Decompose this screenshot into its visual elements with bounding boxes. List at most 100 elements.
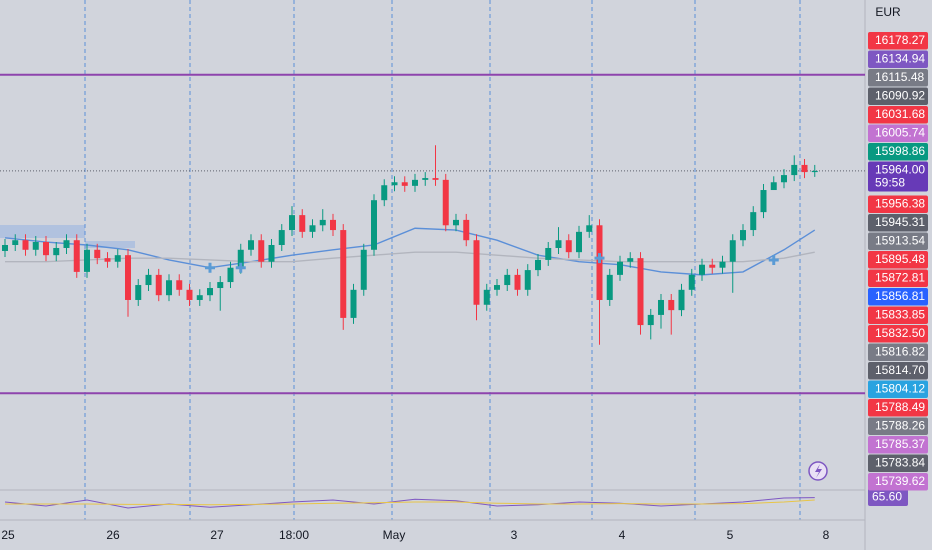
moving-average — [5, 251, 815, 263]
candle-body — [811, 170, 818, 173]
candle-body — [125, 255, 131, 300]
candle-body — [504, 274, 511, 286]
candle-body — [12, 240, 19, 245]
candle-body — [330, 219, 336, 231]
signal-marker — [768, 254, 779, 265]
candle-body — [63, 240, 70, 248]
candle-body — [699, 264, 705, 275]
candle-body — [391, 182, 398, 186]
price-badge — [868, 306, 928, 324]
candle-body — [258, 240, 265, 262]
candle-body — [217, 282, 224, 289]
price-label: 15872.81 — [875, 271, 925, 285]
candle-body — [176, 280, 183, 290]
price-badge — [868, 454, 928, 472]
currency: EUR — [875, 5, 901, 19]
candle-body — [207, 288, 213, 296]
candle-body — [53, 247, 60, 256]
price-label: 16134.94 — [875, 52, 925, 66]
price-label: 15956.38 — [875, 197, 925, 211]
zone — [0, 225, 85, 238]
price-badge — [868, 50, 928, 68]
countdown-label: 59:58 — [875, 176, 905, 190]
candle-body — [299, 215, 306, 232]
candle-body — [576, 231, 582, 253]
candle-body — [422, 178, 429, 180]
candle-body — [719, 261, 726, 268]
candle-body — [750, 212, 757, 231]
signal-marker — [235, 262, 246, 273]
candle-body — [740, 230, 746, 241]
price-label: 16178.27 — [875, 33, 925, 47]
candle-body — [770, 182, 777, 191]
price-label: 15816.82 — [875, 345, 925, 359]
candle-body — [104, 258, 111, 262]
candle-body — [483, 289, 490, 305]
candle-body — [760, 190, 767, 213]
price-badge — [868, 269, 928, 287]
price-badge — [868, 195, 928, 213]
signal-marker — [594, 253, 605, 264]
candle-body — [268, 245, 275, 262]
candle-body — [617, 261, 623, 275]
price-badge — [868, 214, 928, 232]
candle-body — [248, 240, 254, 250]
price-label: 15856.81 — [875, 289, 925, 303]
candle-body — [371, 200, 377, 250]
candle-body — [73, 240, 80, 272]
candle-body — [627, 258, 634, 262]
price-label: 15832.50 — [875, 326, 925, 340]
candle-body — [412, 179, 418, 186]
candle-body — [32, 242, 39, 250]
candle-body — [658, 299, 664, 315]
candle-body — [637, 258, 644, 326]
price-badge — [868, 380, 928, 398]
x-tick-label: 4 — [619, 528, 626, 542]
price-badge — [868, 251, 928, 269]
alert-bolt — [815, 464, 822, 478]
price-label: 16031.68 — [875, 107, 925, 121]
candle-body — [289, 215, 295, 231]
price-label: 15895.48 — [875, 252, 925, 266]
candle-body — [309, 225, 316, 232]
price-label: 15739.62 — [875, 474, 925, 488]
price-label: 16090.92 — [875, 89, 925, 103]
candle-body — [473, 240, 480, 305]
price-badge — [868, 325, 928, 343]
x-tick-label: 26 — [106, 528, 120, 542]
candle-body — [145, 274, 152, 286]
candle-body — [668, 299, 675, 311]
candle-body — [196, 295, 203, 300]
candle-body — [114, 255, 121, 262]
candle-body — [586, 225, 593, 232]
candle-body — [2, 245, 8, 251]
rsi-signal — [5, 499, 815, 506]
price-badge — [868, 436, 928, 454]
price-label: 15783.84 — [875, 456, 925, 470]
price-label: 15964.00 — [875, 163, 925, 177]
candle-body — [494, 285, 500, 290]
candle-body — [84, 249, 90, 272]
price-badge — [868, 161, 928, 192]
candle-body — [524, 270, 531, 290]
candle-body — [350, 289, 357, 318]
price-badge — [868, 473, 928, 491]
candle-body — [688, 274, 695, 290]
rsi-badge — [868, 488, 908, 506]
price-label: 15804.12 — [875, 382, 925, 396]
candle-body — [555, 240, 562, 248]
candle-body — [340, 230, 347, 318]
moving-average — [4, 227, 816, 276]
candle-body — [432, 178, 439, 180]
price-badge — [868, 362, 928, 380]
x-tick-label: 27 — [210, 528, 224, 542]
candle-body — [22, 240, 29, 250]
candle-body — [381, 185, 388, 201]
candle-body — [463, 219, 470, 241]
price-label: 15788.26 — [875, 419, 925, 433]
candle-body — [606, 274, 613, 300]
price-label: 15785.37 — [875, 437, 925, 451]
price-label: 15913.54 — [875, 234, 925, 248]
price-badge — [868, 143, 928, 161]
